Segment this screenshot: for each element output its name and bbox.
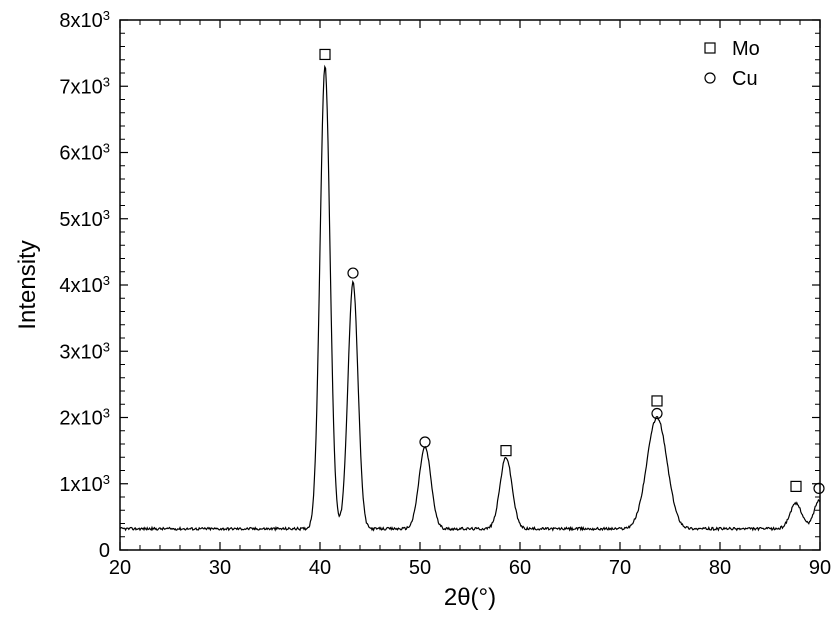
square-marker-icon bbox=[320, 49, 330, 59]
x-tick-label: 60 bbox=[509, 557, 531, 579]
square-marker-icon bbox=[501, 446, 511, 456]
y-tick-label: 8x103 bbox=[59, 8, 110, 33]
circle-marker-icon bbox=[705, 73, 715, 83]
x-tick-label: 70 bbox=[609, 557, 631, 579]
y-tick-label: 1x103 bbox=[59, 471, 110, 496]
x-tick-label: 80 bbox=[709, 557, 731, 579]
square-marker-icon bbox=[652, 396, 662, 406]
y-tick-label: 2x103 bbox=[59, 405, 110, 430]
x-tick-label: 20 bbox=[109, 557, 131, 579]
square-marker-icon bbox=[705, 43, 715, 53]
plot-border bbox=[120, 20, 820, 550]
circle-marker-icon bbox=[814, 483, 824, 493]
x-tick-label: 90 bbox=[809, 557, 831, 579]
chart-svg: 20 30 40 50 60 70 80 90 0 1x103 2x103 3x103 4x103 5x1… bbox=[0, 0, 840, 620]
x-tick-label: 50 bbox=[409, 557, 431, 579]
y-tick-label: 0 bbox=[99, 540, 110, 562]
xrd-trace bbox=[120, 67, 820, 530]
legend-label: Mo bbox=[732, 38, 760, 60]
xrd-chart: 20 30 40 50 60 70 80 90 0 1x103 2x103 3x103 4x103 5x1… bbox=[0, 0, 840, 620]
x-axis-label: 2θ(°) bbox=[444, 584, 496, 611]
y-axis-label: Intensity bbox=[14, 240, 41, 329]
y-tick-label: 3x103 bbox=[59, 339, 110, 364]
circle-marker-icon bbox=[348, 268, 358, 278]
y-tick-label: 7x103 bbox=[59, 74, 110, 99]
x-tick-label: 30 bbox=[209, 557, 231, 579]
circle-marker-icon bbox=[420, 437, 430, 447]
legend-label: Cu bbox=[732, 68, 758, 90]
y-tick-label: 5x103 bbox=[59, 206, 110, 231]
x-tick-label: 40 bbox=[309, 557, 331, 579]
y-tick-label: 6x103 bbox=[59, 140, 110, 165]
square-marker-icon bbox=[791, 481, 801, 491]
y-tick-label: 4x103 bbox=[59, 273, 110, 298]
